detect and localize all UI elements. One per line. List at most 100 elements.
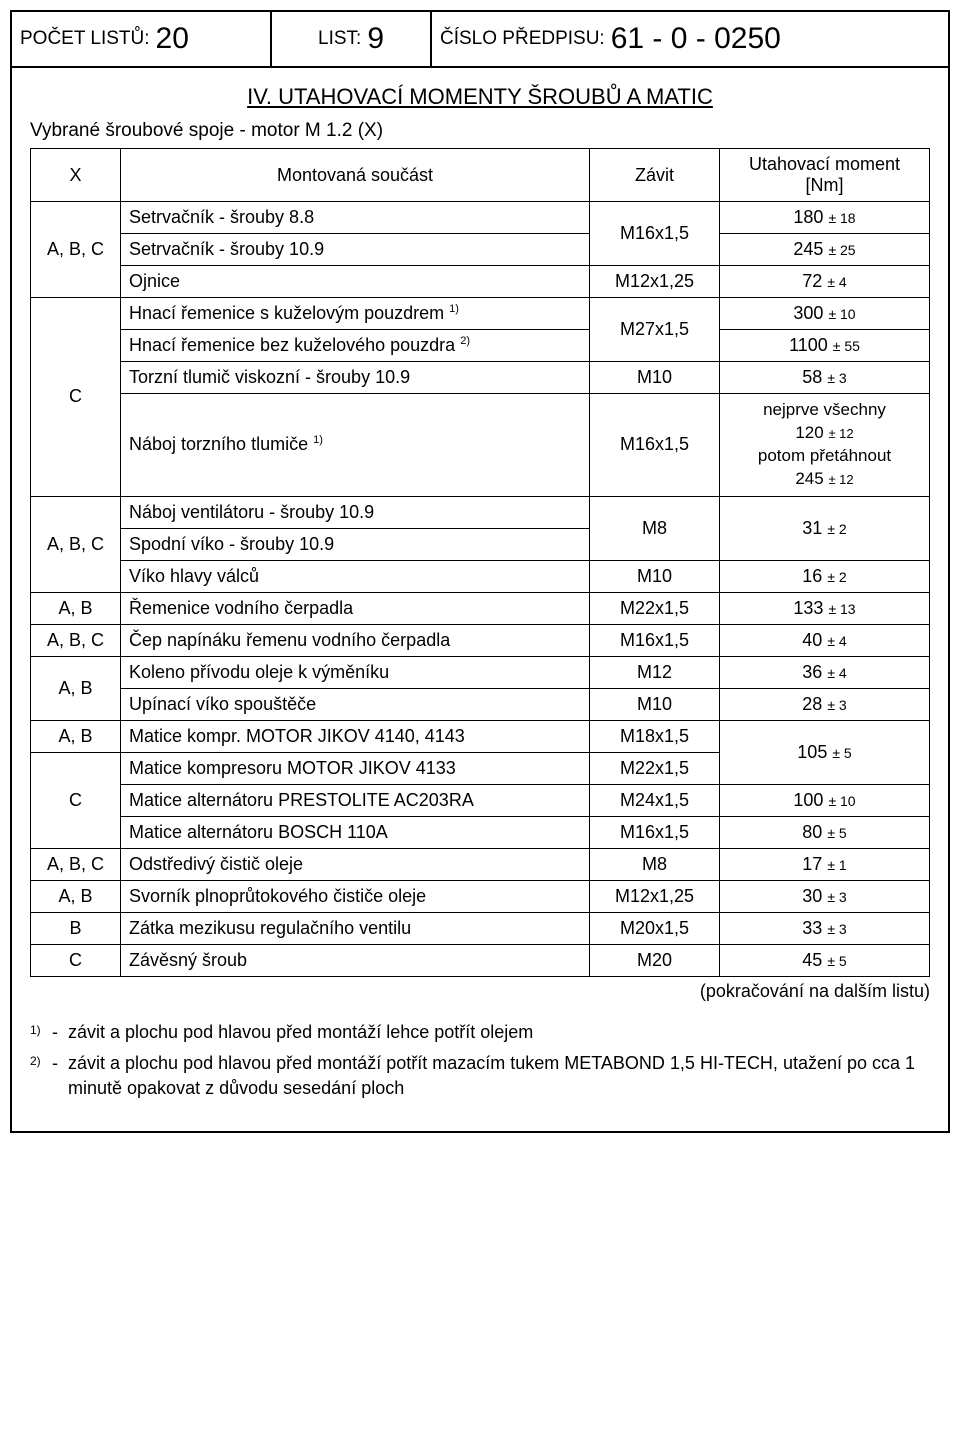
torque-cell: 17 ± 1 bbox=[720, 848, 930, 880]
thread-cell: M8 bbox=[590, 848, 720, 880]
x-cell: A, B bbox=[31, 720, 121, 752]
torque-cell: 33 ± 3 bbox=[720, 912, 930, 944]
description-cell: Odstředivý čistič oleje bbox=[121, 848, 590, 880]
thread-cell: M16x1,5 bbox=[590, 394, 720, 497]
table-row: Upínací víko spouštěčeM1028 ± 3 bbox=[31, 688, 930, 720]
table-row: CZávěsný šroubM2045 ± 5 bbox=[31, 944, 930, 976]
description-cell: Matice alternátoru PRESTOLITE AC203RA bbox=[121, 784, 590, 816]
description-cell: Zátka mezikusu regulačního ventilu bbox=[121, 912, 590, 944]
content-area: IV. UTAHOVACÍ MOMENTY ŠROUBŮ A MATIC Vyb… bbox=[12, 68, 948, 1131]
thread-cell: M16x1,5 bbox=[590, 816, 720, 848]
list-label: LIST: bbox=[318, 28, 361, 50]
x-cell: A, B bbox=[31, 656, 121, 720]
table-row: A, BSvorník plnoprůtokového čističe olej… bbox=[31, 880, 930, 912]
table-row: A, BMatice kompr. MOTOR JIKOV 4140, 4143… bbox=[31, 720, 930, 752]
description-cell: Čep napínáku řemenu vodního čerpadla bbox=[121, 624, 590, 656]
table-row: Náboj torzního tlumiče 1)M16x1,5nejprve … bbox=[31, 394, 930, 497]
table-row: Víko hlavy válcůM1016 ± 2 bbox=[31, 560, 930, 592]
subtitle: Vybrané šroubové spoje - motor M 1.2 (X) bbox=[30, 120, 930, 142]
doc-label: ČÍSLO PŘEDPISU: bbox=[440, 28, 605, 50]
table-row: A, B, COdstředivý čistič olejeM817 ± 1 bbox=[31, 848, 930, 880]
description-cell: Závěsný šroub bbox=[121, 944, 590, 976]
x-cell: A, B, C bbox=[31, 848, 121, 880]
table-row: Matice alternátoru BOSCH 110AM16x1,580 ±… bbox=[31, 816, 930, 848]
table-header-cell: X bbox=[31, 149, 121, 202]
x-cell: A, B, C bbox=[31, 624, 121, 656]
thread-cell: M8 bbox=[590, 496, 720, 560]
header-sheets-cell: POČET LISTŮ: 20 bbox=[12, 12, 272, 66]
thread-cell: M10 bbox=[590, 362, 720, 394]
description-cell: Náboj ventilátoru - šrouby 10.9 bbox=[121, 496, 590, 528]
torque-cell: 100 ± 10 bbox=[720, 784, 930, 816]
doc-value: 61 - 0 - 0250 bbox=[611, 22, 781, 56]
torque-table: XMontovaná součástZávitUtahovací moment … bbox=[30, 148, 930, 977]
section-title: IV. UTAHOVACÍ MOMENTY ŠROUBŮ A MATIC bbox=[30, 84, 930, 110]
table-row: OjniceM12x1,2572 ± 4 bbox=[31, 266, 930, 298]
description-cell: Řemenice vodního čerpadla bbox=[121, 592, 590, 624]
description-cell: Ojnice bbox=[121, 266, 590, 298]
torque-cell: 31 ± 2 bbox=[720, 496, 930, 560]
list-value: 9 bbox=[367, 22, 384, 56]
table-row: A, B, CSetrvačník - šrouby 8.8M16x1,5180… bbox=[31, 202, 930, 234]
table-row: A, B, CČep napínáku řemenu vodního čerpa… bbox=[31, 624, 930, 656]
torque-cell: 40 ± 4 bbox=[720, 624, 930, 656]
torque-cell: 245 ± 25 bbox=[720, 234, 930, 266]
thread-cell: M10 bbox=[590, 688, 720, 720]
torque-cell: nejprve všechny120 ± 12potom přetáhnout2… bbox=[720, 394, 930, 497]
thread-cell: M22x1,5 bbox=[590, 592, 720, 624]
table-row: A, B, CNáboj ventilátoru - šrouby 10.9M8… bbox=[31, 496, 930, 528]
description-cell: Svorník plnoprůtokového čističe oleje bbox=[121, 880, 590, 912]
table-row: BZátka mezikusu regulačního ventiluM20x1… bbox=[31, 912, 930, 944]
thread-cell: M18x1,5 bbox=[590, 720, 720, 752]
table-row: CHnací řemenice s kuželovým pouzdrem 1)M… bbox=[31, 298, 930, 330]
thread-cell: M16x1,5 bbox=[590, 202, 720, 266]
torque-cell: 1100 ± 55 bbox=[720, 330, 930, 362]
thread-cell: M24x1,5 bbox=[590, 784, 720, 816]
torque-cell: 45 ± 5 bbox=[720, 944, 930, 976]
table-row: A, BKoleno přívodu oleje k výměníkuM1236… bbox=[31, 656, 930, 688]
x-cell: C bbox=[31, 298, 121, 497]
thread-cell: M20x1,5 bbox=[590, 912, 720, 944]
description-cell: Náboj torzního tlumiče 1) bbox=[121, 394, 590, 497]
description-cell: Matice kompresoru MOTOR JIKOV 4133 bbox=[121, 752, 590, 784]
x-cell: B bbox=[31, 912, 121, 944]
thread-cell: M27x1,5 bbox=[590, 298, 720, 362]
footnotes: 1)-závit a plochu pod hlavou před montáž… bbox=[30, 1020, 930, 1102]
sheets-value: 20 bbox=[156, 22, 189, 56]
sheets-label: POČET LISTŮ: bbox=[20, 28, 150, 50]
thread-cell: M16x1,5 bbox=[590, 624, 720, 656]
thread-cell: M22x1,5 bbox=[590, 752, 720, 784]
torque-cell: 28 ± 3 bbox=[720, 688, 930, 720]
table-header-cell: Utahovací moment [Nm] bbox=[720, 149, 930, 202]
table-header-cell: Závit bbox=[590, 149, 720, 202]
header-list-cell: LIST: 9 bbox=[272, 12, 432, 66]
x-cell: A, B bbox=[31, 592, 121, 624]
thread-cell: M12x1,25 bbox=[590, 880, 720, 912]
description-cell: Setrvačník - šrouby 8.8 bbox=[121, 202, 590, 234]
torque-cell: 180 ± 18 bbox=[720, 202, 930, 234]
x-cell: A, B, C bbox=[31, 496, 121, 592]
thread-cell: M20 bbox=[590, 944, 720, 976]
x-cell: A, B bbox=[31, 880, 121, 912]
thread-cell: M10 bbox=[590, 560, 720, 592]
continuation-note: (pokračování na dalším listu) bbox=[30, 981, 930, 1002]
table-row: Hnací řemenice bez kuželového pouzdra 2)… bbox=[31, 330, 930, 362]
footnote: 2)-závit a plochu pod hlavou před montáž… bbox=[30, 1051, 930, 1101]
document-frame: POČET LISTŮ: 20 LIST: 9 ČÍSLO PŘEDPISU: … bbox=[10, 10, 950, 1133]
document-header: POČET LISTŮ: 20 LIST: 9 ČÍSLO PŘEDPISU: … bbox=[12, 12, 948, 68]
torque-cell: 80 ± 5 bbox=[720, 816, 930, 848]
footnote: 1)-závit a plochu pod hlavou před montáž… bbox=[30, 1020, 930, 1045]
table-header-cell: Montovaná součást bbox=[121, 149, 590, 202]
table-row: Torzní tlumič viskozní - šrouby 10.9M105… bbox=[31, 362, 930, 394]
thread-cell: M12 bbox=[590, 656, 720, 688]
thread-cell: M12x1,25 bbox=[590, 266, 720, 298]
description-cell: Hnací řemenice s kuželovým pouzdrem 1) bbox=[121, 298, 590, 330]
description-cell: Matice kompr. MOTOR JIKOV 4140, 4143 bbox=[121, 720, 590, 752]
x-cell: A, B, C bbox=[31, 202, 121, 298]
description-cell: Spodní víko - šrouby 10.9 bbox=[121, 528, 590, 560]
torque-cell: 36 ± 4 bbox=[720, 656, 930, 688]
torque-cell: 300 ± 10 bbox=[720, 298, 930, 330]
description-cell: Setrvačník - šrouby 10.9 bbox=[121, 234, 590, 266]
description-cell: Torzní tlumič viskozní - šrouby 10.9 bbox=[121, 362, 590, 394]
torque-cell: 30 ± 3 bbox=[720, 880, 930, 912]
